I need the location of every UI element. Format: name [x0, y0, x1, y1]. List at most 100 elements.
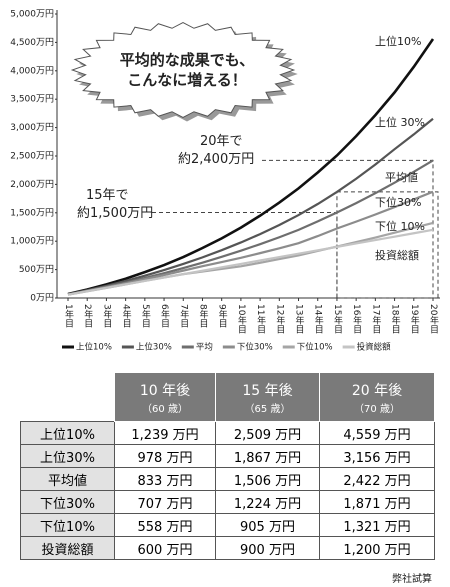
table-cell: 978 万円: [114, 444, 216, 468]
y-tick-label: 1,500万円: [10, 207, 54, 218]
x-tick-label: 4年目: [121, 304, 132, 328]
series-label: 下位 10%: [375, 219, 425, 233]
note-line: 約2,400万円: [178, 152, 254, 167]
corner: [20, 372, 115, 422]
x-tick-label: 5年目: [140, 304, 151, 328]
column-title: 20 年後: [351, 382, 403, 399]
callout-line: こんなに増える！: [127, 71, 247, 89]
row-header: 下位10%: [20, 513, 115, 537]
column-header: 10 年後 （60 歳）: [114, 372, 216, 422]
table-row: 上位10% 1,239 万円 2,509 万円 4,559 万円: [20, 421, 435, 445]
row-header: 上位10%: [20, 421, 115, 445]
note-20: 20年で約2,400万円: [178, 134, 254, 167]
series-line: [67, 117, 434, 296]
guide-20: [262, 159, 434, 298]
x-tick-label: 13年目: [294, 304, 305, 333]
table-cell: 707 万円: [114, 490, 216, 514]
x-tick-label: 18年目: [390, 304, 401, 333]
legend-label: 下位10%: [297, 342, 333, 353]
x-tick-label: 10年目: [236, 304, 247, 333]
row-header: 投資総額: [20, 536, 115, 560]
table-cell: 1,224 万円: [215, 490, 320, 514]
y-tick-label: 4,500万円: [10, 37, 54, 48]
note-line: 20年で: [200, 134, 243, 149]
column-sub: （65 歳）: [244, 403, 291, 415]
x-tick-label: 6年目: [159, 304, 170, 328]
x-tick-label: 7年目: [178, 304, 189, 328]
legend-label: 上位30%: [136, 342, 172, 353]
result-table: 10 年後 （60 歳） 15 年後 （65 歳） 20 年後 （70 歳） 上位10% 1…: [20, 372, 435, 560]
row-header: 平均値: [20, 467, 115, 491]
series-label: 上位10%: [375, 34, 421, 48]
legend-label: 投資総額: [357, 342, 392, 353]
callout-line: 平均的な成果でも、: [120, 51, 255, 69]
table-cell: 1,867 万円: [215, 444, 320, 468]
legend-label: 平均: [196, 342, 213, 353]
series-line: [67, 38, 435, 296]
x-tick-label: 1年目: [63, 304, 74, 328]
column-header: 20 年後 （70 歳）: [319, 372, 435, 422]
x-tick-label: 9年目: [217, 304, 228, 328]
y-tick-label: 0万円: [30, 293, 54, 304]
guide-box: [336, 191, 439, 299]
note-line: 約1,500万円: [77, 206, 153, 221]
table-cell: 2,509 万円: [215, 421, 320, 445]
table-cell: 3,156 万円: [319, 444, 435, 468]
column-title: 10 年後: [139, 382, 191, 399]
x-tick-label: 20年目: [428, 304, 439, 333]
table-cell: 1,239 万円: [114, 421, 216, 445]
table-cell: 1,321 万円: [319, 513, 435, 537]
series-label: 平均値: [385, 171, 418, 184]
table-row: 上位30% 978 万円 1,867 万円 3,156 万円: [20, 444, 435, 468]
column-sub: （70 歳）: [354, 403, 400, 415]
x-tick-label: 19年目: [409, 304, 420, 333]
callout: [70, 21, 296, 119]
series-label: 投資総額: [375, 248, 419, 262]
x-tick-label: 14年目: [313, 304, 324, 333]
table-header: 10 年後 （60 歳） 15 年後 （65 歳） 20 年後 （70 歳）: [20, 372, 435, 422]
column-sub: （60 歳）: [142, 403, 188, 415]
column-title: 15 年後: [242, 382, 293, 399]
table-cell: 905 万円: [215, 513, 320, 537]
x-tick-label: 12年目: [274, 304, 285, 333]
x-tick-label: 8年目: [197, 304, 208, 328]
table-row: 投資総額 600 万円 900 万円 1,200 万円: [20, 536, 435, 560]
y-tick-label: 2,500万円: [10, 151, 54, 162]
x-tick-label: 3年目: [101, 304, 112, 328]
y-tick-label: 2,000万円: [10, 179, 54, 190]
x-tick-label: 16年目: [351, 304, 362, 333]
table-cell: 4,559 万円: [319, 421, 435, 445]
y-tick-label: 5,000万円: [10, 9, 54, 20]
y-tick-label: 3,500万円: [10, 94, 54, 105]
x-tick-label: 17年目: [370, 304, 381, 333]
table-body: 上位10% 1,239 万円 2,509 万円 4,559 万円 上位30% 978 万円…: [20, 421, 435, 560]
series-line: [67, 228, 434, 296]
y-tick-label: 500万円: [19, 264, 54, 275]
footnote: 弊社試算: [392, 574, 432, 585]
legend-label: 下位30%: [237, 342, 273, 353]
y-tick-label: 3,000万円: [10, 122, 54, 133]
row-header: 上位30%: [20, 444, 115, 468]
row-header: 下位30%: [20, 490, 115, 514]
table-row: 平均値 833 万円 1,506 万円 2,422 万円: [20, 467, 435, 491]
y-tick-label: 1,000万円: [10, 236, 54, 247]
note-line: 15年で: [86, 188, 129, 203]
x-tick-label: 2年目: [82, 304, 93, 328]
table-cell: 900 万円: [215, 536, 320, 560]
legend-label: 上位10%: [76, 342, 112, 353]
callout-text: 平均的な成果でも、こんなに増える！: [120, 51, 255, 89]
table-cell: 1,200 万円: [319, 536, 435, 560]
chart: 0万円 500万円 1,000万円 1,500万円 2,000万円 2,500万円 3,00…: [10, 9, 440, 353]
x-tick-label: 15年目: [332, 304, 343, 333]
table-cell: 558 万円: [114, 513, 216, 537]
table-cell: 2,422 万円: [319, 467, 435, 491]
note-15: 15年で約1,500万円: [77, 188, 153, 221]
x-tick-label: 11年目: [255, 304, 266, 333]
series-label: 下位30%: [375, 195, 421, 209]
table-cell: 833 万円: [114, 467, 216, 491]
table-row: 下位10% 558 万円 905 万円 1,321 万円: [20, 513, 435, 537]
y-tick-label: 4,000万円: [10, 65, 54, 76]
column-header: 15 年後 （65 歳）: [215, 372, 320, 422]
table-cell: 600 万円: [114, 536, 216, 560]
